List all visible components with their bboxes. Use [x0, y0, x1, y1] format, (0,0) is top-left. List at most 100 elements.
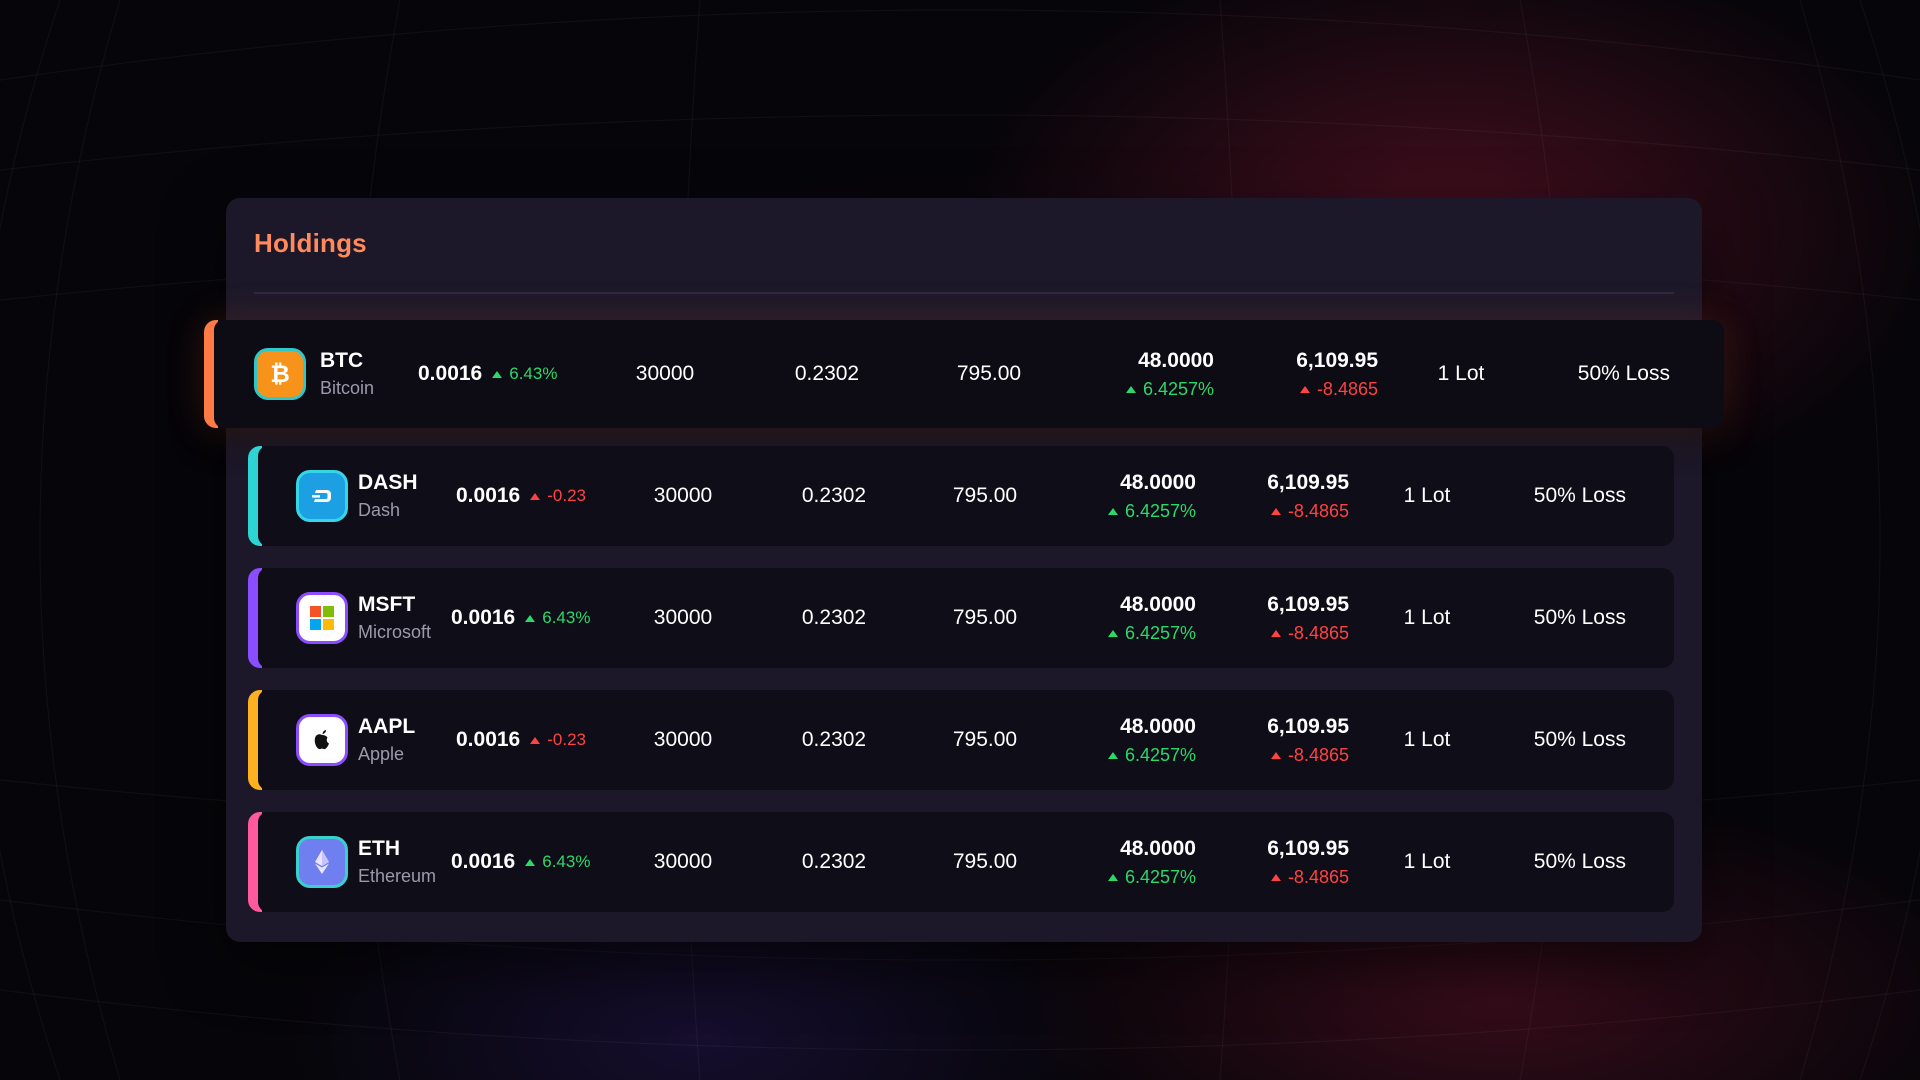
price-value: 0.0016 [456, 728, 521, 751]
triangle-up-icon [1107, 507, 1118, 515]
asset-name-block: ETH Ethereum [358, 812, 436, 912]
total-change-value: -8.4865 [1287, 622, 1349, 643]
microsoft-icon [296, 592, 348, 644]
lot-cell: 1 Lot [1403, 606, 1451, 629]
pnl-change-value: 6.4257% [1124, 866, 1196, 887]
triangle-up-icon [530, 736, 541, 744]
triangle-up-icon [1270, 873, 1281, 881]
asset-name-block: MSFT Microsoft [358, 568, 431, 668]
price-change: 6.43% [525, 608, 590, 628]
asset-name: Microsoft [358, 622, 432, 642]
triangle-up-icon [525, 614, 536, 622]
price-change: -0.23 [530, 486, 586, 506]
total-value: 6,109.95 [1267, 714, 1349, 738]
total-value: 6,109.95 [1296, 348, 1378, 372]
triangle-up-icon [1107, 629, 1118, 637]
average-cell: 0.2302 [794, 362, 860, 385]
asset-name: Ethereum [358, 866, 437, 886]
status-cell: 50% Loss [1533, 728, 1626, 751]
pnl-change: 6.4257% [1107, 744, 1196, 766]
pnl-value: 48.0000 [1120, 592, 1196, 616]
value-cell: 795.00 [956, 362, 1022, 385]
asset-name-block: AAPL Apple [358, 690, 415, 790]
status-cell: 50% Loss [1533, 606, 1626, 629]
pnl-value: 48.0000 [1120, 836, 1196, 860]
price-change-value: -0.23 [547, 486, 586, 505]
triangle-up-icon [1270, 629, 1281, 637]
panel-title: Holdings [254, 228, 367, 258]
total-change: -8.4865 [1270, 744, 1349, 766]
pnl-value: 48.0000 [1120, 470, 1196, 494]
pnl-cell: 48.0000 6.4257% [1125, 320, 1214, 428]
asset-ticker: BTC [320, 349, 364, 372]
pnl-cell: 48.0000 6.4257% [1107, 690, 1196, 790]
average-cell: 0.2302 [801, 728, 867, 751]
price-change-value: 6.43% [542, 852, 591, 871]
status-cell: 50% Loss [1577, 362, 1670, 385]
pnl-value: 48.0000 [1138, 348, 1214, 372]
holding-row-msft[interactable]: MSFT Microsoft 0.0016 6.43% 30000 0.2302… [248, 568, 1674, 668]
price-value: 0.0016 [418, 362, 483, 385]
value-cell: 795.00 [952, 850, 1018, 873]
total-value: 6,109.95 [1267, 470, 1349, 494]
triangle-up-icon [1299, 385, 1310, 393]
total-change: -8.4865 [1270, 622, 1349, 644]
panel-divider [254, 292, 1674, 294]
value-cell: 795.00 [952, 484, 1018, 507]
price-change-value: 6.43% [542, 608, 591, 627]
total-change: -8.4865 [1270, 501, 1349, 522]
holding-row-btc[interactable]: ₿ BTC Bitcoin 0.0016 6.43% 30000 0.2302 … [204, 320, 1724, 428]
pnl-change-value: 6.4257% [1124, 500, 1196, 521]
pnl-value: 48.0000 [1120, 714, 1196, 738]
holding-row-dash[interactable]: DASH Dash 0.0016 -0.23 30000 0.2302 795.… [248, 446, 1674, 546]
holding-row-aapl[interactable]: AAPL Apple 0.0016 -0.23 30000 0.2302 795… [248, 690, 1674, 790]
price-cell: 0.0016 6.43% [418, 320, 557, 428]
pnl-cell: 48.0000 6.4257% [1107, 446, 1196, 546]
row-accent-bar [248, 446, 268, 546]
price-value: 0.0016 [451, 606, 516, 629]
price-cell: 0.0016 6.43% [451, 812, 590, 912]
price-change-value: 6.43% [509, 364, 558, 383]
average-cell: 0.2302 [801, 484, 867, 507]
lot-cell: 1 Lot [1403, 850, 1451, 873]
value-cell: 795.00 [952, 606, 1018, 629]
apple-icon [296, 714, 348, 766]
pnl-change-value: 6.4257% [1124, 622, 1196, 643]
holding-row-eth[interactable]: ETH Ethereum 0.0016 6.43% 30000 0.2302 7… [248, 812, 1674, 912]
pnl-change-value: 6.4257% [1142, 378, 1214, 399]
asset-name: Apple [358, 744, 405, 764]
quantity-cell: 30000 [653, 728, 713, 751]
total-change-value: -8.4865 [1287, 866, 1349, 887]
average-cell: 0.2302 [801, 606, 867, 629]
asset-name: Dash [358, 500, 401, 520]
lot-cell: 1 Lot [1403, 484, 1451, 507]
total-value: 6,109.95 [1267, 836, 1349, 860]
pnl-cell: 48.0000 6.4257% [1107, 568, 1196, 668]
total-change: -8.4865 [1270, 866, 1349, 888]
asset-name-block: DASH Dash [358, 446, 418, 546]
price-cell: 0.0016 -0.23 [456, 690, 586, 790]
asset-name: Bitcoin [320, 378, 375, 398]
price-change: 6.43% [492, 364, 557, 384]
pnl-change-value: 6.4257% [1124, 744, 1196, 765]
total-change: -8.4865 [1299, 378, 1378, 400]
pnl-change: 6.4257% [1125, 378, 1214, 400]
status-cell: 50% Loss [1533, 484, 1626, 507]
total-change-value: -8.4865 [1316, 378, 1378, 399]
price-change: -0.23 [530, 730, 586, 750]
total-change-value: -8.4865 [1287, 744, 1349, 765]
total-cell: 6,109.95 -8.4865 [1267, 568, 1349, 668]
ethereum-icon [296, 836, 348, 888]
status-cell: 50% Loss [1533, 850, 1626, 873]
row-accent-bar [248, 690, 268, 790]
pnl-cell: 48.0000 6.4257% [1107, 812, 1196, 912]
price-value: 0.0016 [451, 850, 516, 873]
total-cell: 6,109.95 -8.4865 [1296, 320, 1378, 428]
asset-ticker: AAPL [358, 715, 416, 738]
asset-name-block: BTC Bitcoin [320, 320, 374, 428]
price-value: 0.0016 [456, 484, 521, 507]
triangle-up-icon [525, 858, 536, 866]
pnl-change: 6.4257% [1107, 500, 1196, 522]
price-change: 6.43% [525, 852, 590, 872]
pnl-change: 6.4257% [1107, 866, 1196, 888]
